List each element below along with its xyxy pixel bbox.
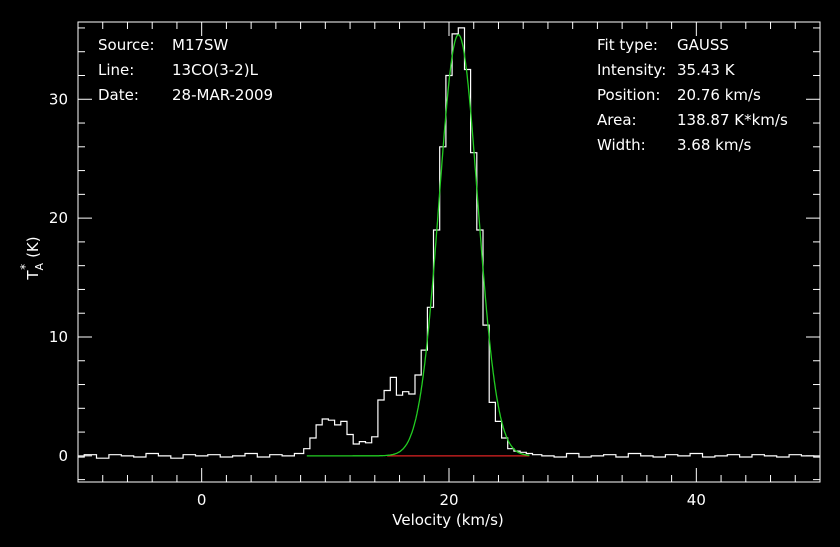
info-right-value: GAUSS (677, 36, 729, 54)
x-tick-label: 40 (687, 491, 706, 509)
info-right-label: Area: (597, 111, 637, 129)
info-right-value: 138.87 K*km/s (677, 111, 788, 129)
svg-text:TA*(K): TA* (K) (18, 236, 46, 280)
traces (78, 27, 820, 459)
y-axis-label-main: T (24, 270, 42, 281)
y-axis-label-unit: (K) (24, 236, 42, 258)
info-right-value: 20.76 km/s (677, 86, 761, 104)
info-right-label: Fit type: (597, 36, 658, 54)
x-tick-label: 0 (197, 491, 207, 509)
y-axis-label: TA* (K) (18, 236, 46, 280)
y-tick-label: 10 (49, 328, 68, 346)
plot-frame (77, 21, 821, 483)
y-tick-label: 20 (49, 209, 68, 227)
gaussian-fit-line (306, 34, 530, 457)
y-axis-label-sup: * (18, 264, 32, 270)
info-right-label: Width: (597, 136, 646, 154)
info-left-label: Source: (98, 36, 155, 54)
info-left-value: M17SW (172, 36, 229, 54)
info-block-left: Source: M17SW Line: 13CO(3-2)L Date: 28-MAR-2… (98, 36, 273, 104)
y-axis-label-sub: A (33, 262, 46, 270)
y-tick-labels: 0 10 20 30 (49, 90, 68, 465)
info-right-value: 35.43 K (677, 61, 736, 79)
info-block-right: Fit type: GAUSS Intensity: 35.43 K Position:… (597, 36, 788, 154)
info-right-value: 3.68 km/s (677, 136, 752, 154)
info-right-label: Position: (597, 86, 660, 104)
info-left-value: 13CO(3-2)L (172, 61, 259, 79)
y-tick-label: 30 (49, 90, 68, 108)
y-tick-label: 0 (58, 447, 68, 465)
x-axis-label: Velocity (km/s) (392, 511, 503, 529)
x-tick-labels: 0 20 40 (197, 491, 706, 509)
info-left-label: Date: (98, 86, 139, 104)
x-tick-label: 20 (439, 491, 458, 509)
info-left-value: 28-MAR-2009 (172, 86, 273, 104)
info-right-label: Intensity: (597, 61, 666, 79)
info-left-label: Line: (98, 61, 134, 79)
